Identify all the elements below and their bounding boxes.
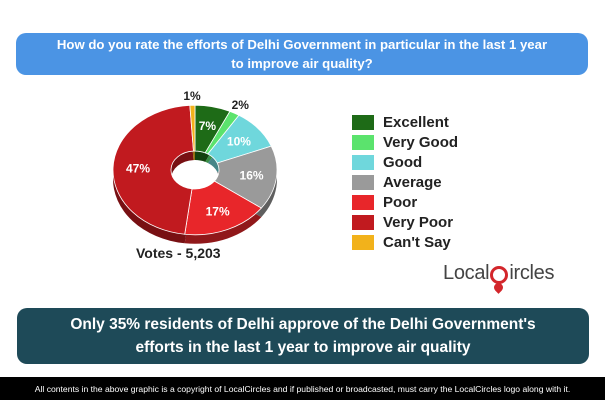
legend-swatch-very-good [352,134,374,150]
slice-poor [184,180,262,236]
slice-label-average: 16% [240,169,264,183]
slice-label-can-t-say: 1% [183,89,201,103]
legend-item-very-poor: Very Poor [352,212,458,232]
logo-text-ircles: ircles [509,262,555,284]
logo-text-local: Local [443,262,490,284]
slice-can-t-say [189,104,196,152]
slice-label-poor: 17% [206,204,230,218]
legend-swatch-cant-say [352,234,374,250]
chart-legend: Excellent Very Good Good Average Poor Ve… [352,112,458,252]
copyright-footer: All contents in the above graphic is a c… [0,377,605,400]
localcircles-logo: Local ircles [443,262,555,285]
legend-label-poor: Poor [383,193,418,211]
question-banner: How do you rate the efforts of Delhi Gov… [16,33,588,75]
legend-item-average: Average [352,172,458,192]
slice-label-very-poor: 47% [126,162,150,176]
legend-label-very-good: Very Good [383,133,459,151]
legend-label-very-poor: Very Poor [383,213,454,231]
legend-label-average: Average [383,173,442,191]
slice-label-good: 10% [227,134,251,148]
footer-text: All contents in the above graphic is a c… [34,383,571,394]
question-text: How do you rate the efforts of Delhi Gov… [56,37,548,71]
legend-swatch-poor [352,194,374,210]
legend-swatch-very-poor [352,214,374,230]
legend-label-cant-say: Can't Say [383,233,451,251]
legend-item-good: Good [352,152,458,172]
legend-item-very-good: Very Good [352,132,458,152]
slice-average [213,145,278,209]
conclusion-text: Only 35% residents of Delhi approve of t… [70,316,536,356]
legend-label-good: Good [383,153,423,171]
legend-swatch-excellent [352,114,374,130]
legend-label-excellent: Excellent [383,113,449,131]
conclusion-banner: Only 35% residents of Delhi approve of t… [17,308,589,364]
slice-very-poor [112,104,194,235]
legend-item-excellent: Excellent [352,112,458,132]
slice-label-excellent: 7% [199,119,217,133]
legend-swatch-average [352,174,374,190]
votes-count: Votes - 5,203 [136,245,221,261]
slice-label-very-good: 2% [232,98,250,112]
logo-circle-c [490,265,509,284]
legend-swatch-good [352,154,374,170]
legend-item-cant-say: Can't Say [352,232,458,252]
legend-item-poor: Poor [352,192,458,212]
